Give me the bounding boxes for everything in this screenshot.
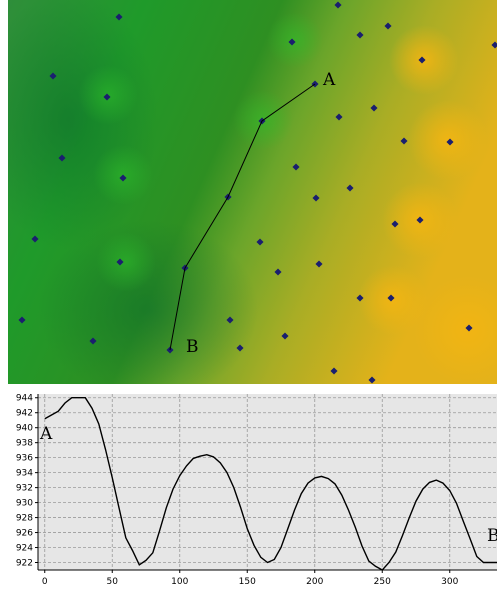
x-tick-label: 50 [107,577,119,587]
y-tick-label: 934 [16,469,33,479]
elevation-point[interactable] [226,316,234,324]
x-tick-label: 100 [171,577,188,587]
point-a-label: A [322,70,336,90]
elevation-point[interactable] [281,332,289,340]
elevation-series-line [44,396,497,571]
elevation-point[interactable] [391,220,399,228]
x-tick-label: 150 [239,577,256,587]
x-tick-label: 250 [374,577,391,587]
elevation-point[interactable] [236,344,244,352]
elevation-point[interactable] [18,316,26,324]
y-tick-label: 926 [16,529,33,539]
elevation-point[interactable] [356,31,364,39]
y-tick-label: 930 [16,499,33,509]
plot-area [38,394,497,570]
elevation-point[interactable] [315,260,323,268]
y-tick-label: 936 [16,454,33,464]
elevation-point[interactable] [312,194,320,202]
elevation-point[interactable] [288,38,296,46]
terrain-map[interactable]: A B [8,0,497,384]
terrain-map-view[interactable]: A B [8,0,497,384]
elevation-points [18,1,497,384]
profile-end-label: B [487,526,497,546]
profile-chart-svg: 922 924 926 928 930 932 934 936 938 940 942 944 0 50… [16,394,497,587]
y-tick-label: 942 [16,409,33,419]
elevation-point[interactable] [384,22,392,30]
y-tick-labels: 922 924 926 928 930 932 934 936 938 940 942 944 [16,394,38,569]
elevation-profile-chart[interactable]: 922 924 926 928 930 932 934 936 938 940 942 944 0 50… [0,386,497,590]
profile-path-line[interactable] [169,83,316,351]
elevation-point[interactable] [400,137,408,145]
elevation-point[interactable] [446,138,454,146]
y-tick-label: 938 [16,439,33,449]
elevation-point[interactable] [119,174,127,182]
elevation-point[interactable] [335,113,343,121]
elevation-point[interactable] [334,1,342,9]
y-tick-label: 932 [16,484,33,494]
elevation-point[interactable] [89,337,97,345]
x-tick-label: 300 [441,577,458,587]
x-tick-labels: 0 50 100 150 200 250 300 [42,570,459,587]
y-tick-label: 944 [16,394,33,404]
elevation-point[interactable] [58,154,66,162]
elevation-point[interactable] [356,294,364,302]
elevation-point[interactable] [103,93,111,101]
elevation-point[interactable] [116,258,124,266]
x-tick-label: 0 [42,577,48,587]
elevation-point[interactable] [368,376,376,384]
profile-start-label: A [39,424,53,444]
elevation-point[interactable] [274,268,282,276]
elevation-point[interactable] [31,235,39,243]
y-tick-label: 924 [16,544,33,554]
elevation-point[interactable] [256,238,264,246]
point-b-label: B [186,337,199,357]
elevation-point[interactable] [416,216,424,224]
elevation-point[interactable] [292,163,300,171]
elevation-point[interactable] [370,104,378,112]
elevation-point[interactable] [418,56,426,64]
elevation-point[interactable] [330,367,338,375]
elevation-point[interactable] [387,294,395,302]
elevation-point[interactable] [346,184,354,192]
y-tick-label: 922 [16,559,33,569]
elevation-point[interactable] [465,324,473,332]
y-tick-label: 928 [16,514,33,524]
y-tick-label: 940 [16,424,33,434]
x-tick-label: 200 [306,577,323,587]
